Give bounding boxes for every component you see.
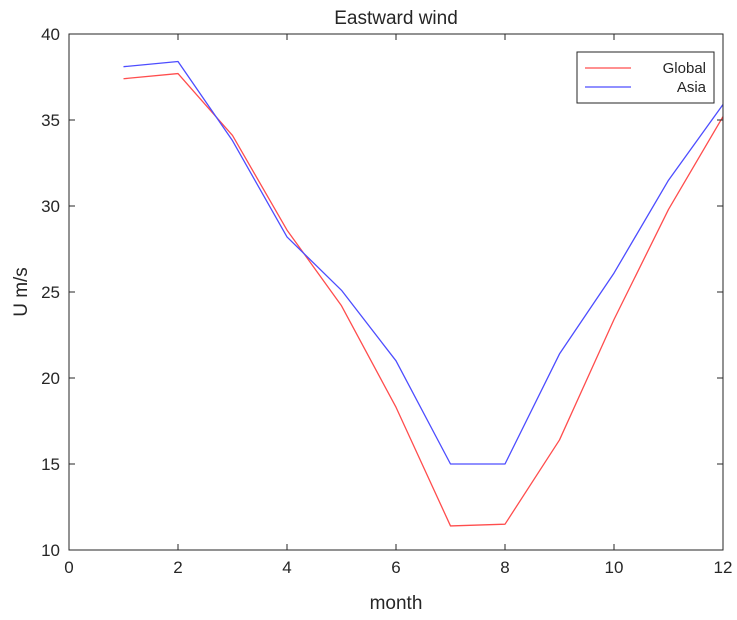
- x-tick-label: 10: [605, 558, 624, 577]
- x-tick-label: 2: [173, 558, 182, 577]
- y-tick-label: 25: [41, 283, 60, 302]
- x-tick-label: 8: [500, 558, 509, 577]
- legend: Global Asia: [576, 51, 715, 104]
- series-layer: [123, 60, 724, 527]
- y-axis-title: U m/s: [11, 267, 32, 317]
- x-tick-label: 12: [714, 558, 733, 577]
- legend-label-global: Global: [663, 60, 706, 77]
- x-tick-label: 6: [391, 558, 400, 577]
- x-axis-title: month: [370, 593, 423, 614]
- y-tick-label: 35: [41, 111, 60, 130]
- series-line-asia: [123, 60, 724, 465]
- series-line-global: [123, 72, 724, 527]
- legend-label-asia: Asia: [677, 79, 707, 96]
- y-tick-label: 15: [41, 455, 60, 474]
- y-tick-label: 40: [41, 25, 60, 44]
- legend-box: [576, 51, 715, 104]
- y-tick-label: 20: [41, 369, 60, 388]
- x-tick-label: 4: [282, 558, 291, 577]
- chart-title: Eastward wind: [334, 8, 458, 29]
- plot-area: [69, 34, 723, 550]
- y-tick-label: 30: [41, 197, 60, 216]
- y-tick-label: 10: [41, 541, 60, 560]
- x-tick-label: 0: [64, 558, 73, 577]
- axes-layer: 0 2 4 6 8 10 12 10 15 20 25 30 35 40: [41, 25, 732, 577]
